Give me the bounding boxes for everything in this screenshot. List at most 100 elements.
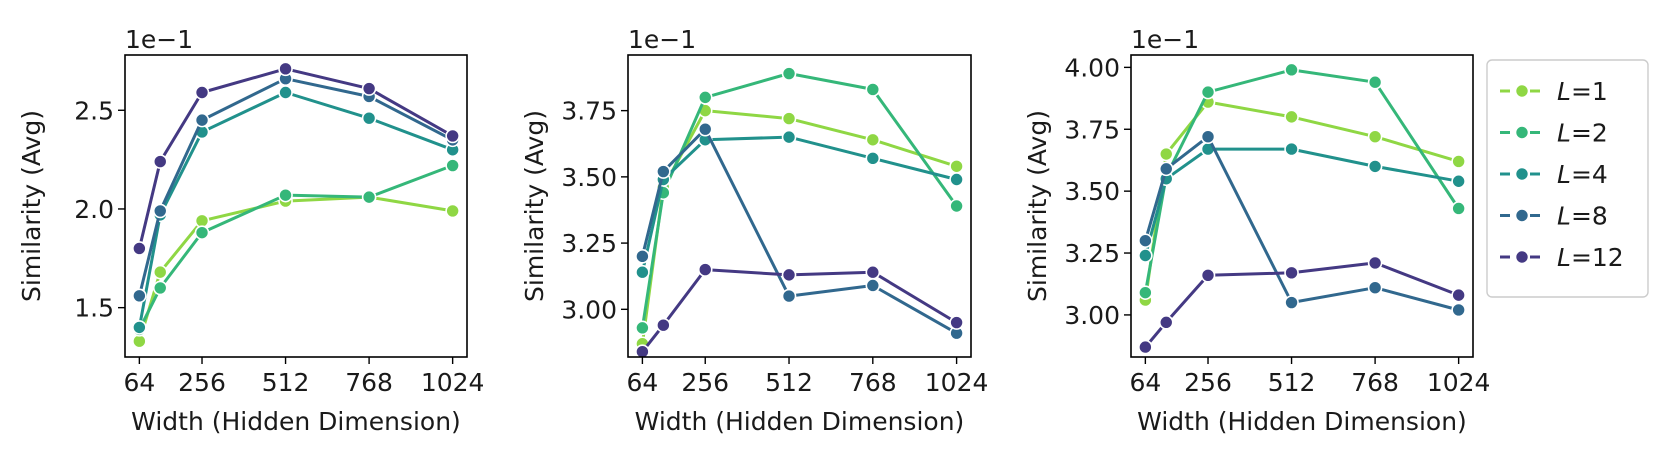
- legend-box: [1486, 59, 1649, 298]
- data-point-L=12-512: [781, 267, 797, 283]
- x-tick-label: 64: [123, 368, 155, 397]
- series-line-L=12: [641, 268, 958, 353]
- data-point-L=12-256: [1200, 268, 1216, 283]
- data-point-L=1-768: [865, 132, 881, 148]
- y-tick-label: 3.50: [1064, 177, 1120, 206]
- data-point-L=2-1024: [949, 198, 964, 214]
- x-tick-label: 512: [1268, 368, 1316, 397]
- data-point-L=8-256: [697, 121, 713, 137]
- data-point-L=1-768: [1367, 129, 1383, 144]
- y-tick-label: 3.75: [561, 97, 617, 126]
- series-line-L=2: [1143, 68, 1460, 293]
- data-point-L=2-256: [1200, 84, 1216, 100]
- plot-frame: [1130, 54, 1474, 358]
- data-point-L=8-256: [194, 112, 210, 128]
- y-tick-label: 3.00: [1064, 301, 1120, 330]
- data-point-L=1-512: [1284, 109, 1299, 125]
- series-line-L=8: [640, 127, 958, 335]
- y-tick-label: 3.25: [1064, 239, 1120, 268]
- plot-frame: [627, 54, 972, 358]
- data-point-L=4-768: [865, 151, 881, 166]
- y-axis-label: Similarity (Avg): [17, 110, 46, 302]
- legend-label: L=12: [1557, 243, 1624, 272]
- legend-label: L=2: [1557, 119, 1608, 148]
- data-point-L=12-1024: [949, 315, 964, 330]
- data-point-L=2-512: [1284, 62, 1299, 78]
- data-point-L=12-768: [865, 264, 881, 280]
- y-axis-label: Similarity (Avg): [1023, 110, 1052, 302]
- data-point-L=4-512: [1284, 141, 1299, 157]
- data-point-L=12-512: [278, 61, 293, 77]
- series-line-L=4: [1143, 147, 1459, 256]
- x-tick-label: 1024: [1427, 368, 1491, 397]
- data-point-L=1-1024: [949, 158, 964, 174]
- x-tick-label: 256: [681, 368, 729, 397]
- data-point-L=1-128: [1158, 146, 1174, 162]
- series-line-L=2: [138, 164, 454, 331]
- data-point-L=12-64: [1138, 339, 1153, 355]
- data-point-L=2-128: [152, 280, 168, 296]
- data-point-L=1-512: [781, 111, 797, 126]
- data-point-L=2-1024: [445, 158, 460, 173]
- axis-offset-label: 1e−1: [1131, 25, 1199, 54]
- data-point-L=2-768: [865, 82, 881, 97]
- axis-offset-label: 1e−1: [125, 25, 193, 54]
- data-point-L=2-64: [635, 320, 650, 336]
- series-line-L=4: [640, 135, 957, 273]
- data-point-L=12-768: [361, 81, 377, 96]
- legend-marker: [1514, 249, 1530, 265]
- data-point-L=12-128: [1158, 315, 1174, 330]
- x-tick-label: 768: [849, 368, 897, 397]
- data-point-L=1-128: [152, 264, 168, 280]
- series-line-L=2: [640, 72, 958, 329]
- series-line-L=8: [137, 77, 454, 297]
- y-tick-label: 3.00: [561, 295, 617, 324]
- y-tick-label: 2.5: [74, 96, 114, 125]
- y-tick-label: 2.0: [74, 195, 114, 224]
- data-point-L=2-1024: [1451, 201, 1466, 216]
- data-point-L=12-128: [656, 317, 671, 333]
- data-point-L=12-768: [1367, 255, 1383, 271]
- series-line-L=8: [1143, 135, 1459, 312]
- data-point-L=8-1024: [1451, 302, 1466, 318]
- x-axis-label: Width (Hidden Dimension): [635, 407, 965, 436]
- legend-marker: [1514, 166, 1530, 182]
- data-point-L=1-1024: [445, 203, 460, 219]
- y-tick-label: 4.00: [1064, 53, 1120, 82]
- x-tick-label: 64: [1129, 368, 1161, 397]
- data-point-L=4-768: [1367, 159, 1383, 174]
- data-point-L=8-768: [865, 278, 881, 293]
- data-point-L=8-64: [1138, 233, 1153, 248]
- series-line-L=12: [1144, 261, 1460, 349]
- series-line-L=1: [137, 195, 453, 342]
- data-point-L=12-1024: [1451, 287, 1466, 303]
- data-point-L=4-1024: [1451, 173, 1466, 189]
- x-tick-label: 768: [345, 368, 393, 397]
- y-axis-label: Similarity (Avg): [520, 110, 549, 302]
- series-line-L=4: [137, 91, 454, 328]
- x-tick-label: 512: [765, 368, 813, 397]
- x-tick-label: 768: [1351, 368, 1399, 397]
- data-point-L=2-768: [361, 189, 377, 205]
- data-point-L=8-512: [781, 288, 797, 304]
- data-point-L=8-256: [1200, 129, 1216, 144]
- series-line-L=12: [137, 67, 454, 249]
- y-tick-label: 3.50: [561, 163, 617, 192]
- legend-label: L=4: [1557, 160, 1608, 189]
- data-point-L=4-64: [1138, 248, 1153, 263]
- data-point-L=4-512: [781, 129, 797, 145]
- legend-marker: [1514, 208, 1530, 223]
- data-point-L=8-128: [656, 164, 671, 179]
- data-point-L=8-128: [1158, 161, 1174, 177]
- data-point-L=8-128: [152, 203, 168, 219]
- data-point-L=2-512: [278, 187, 293, 203]
- data-point-L=2-512: [781, 66, 797, 81]
- axis-offset-label: 1e−1: [628, 25, 696, 54]
- data-point-L=8-64: [635, 249, 650, 264]
- data-point-L=2-256: [194, 225, 210, 240]
- legend-marker: [1514, 125, 1530, 140]
- data-point-L=8-64: [132, 288, 147, 304]
- data-point-L=2-768: [1367, 74, 1383, 90]
- subplot-2: 64 256 512 768 1024 3.00 3.25 3.50 3.75 1e−1 Width…: [520, 25, 988, 436]
